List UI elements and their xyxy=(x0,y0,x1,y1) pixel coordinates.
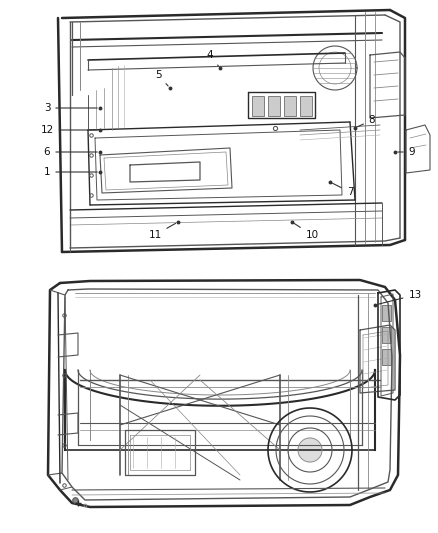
Bar xyxy=(252,96,264,116)
Text: 10: 10 xyxy=(294,223,318,240)
Text: 3: 3 xyxy=(44,103,97,113)
Text: 4: 4 xyxy=(207,50,218,66)
Text: 7: 7 xyxy=(332,183,353,197)
Text: 5: 5 xyxy=(155,70,168,86)
Text: 1: 1 xyxy=(44,167,97,177)
Text: 6: 6 xyxy=(44,147,97,157)
Circle shape xyxy=(298,438,322,462)
Text: 12: 12 xyxy=(40,125,97,135)
Bar xyxy=(300,96,312,116)
Bar xyxy=(284,96,296,116)
Bar xyxy=(382,327,391,343)
Bar xyxy=(382,305,391,321)
Text: 13: 13 xyxy=(378,290,422,304)
Bar xyxy=(268,96,280,116)
Text: 9: 9 xyxy=(398,147,415,157)
Text: 11: 11 xyxy=(148,223,176,240)
Text: 8: 8 xyxy=(357,115,375,127)
Bar xyxy=(382,349,391,365)
